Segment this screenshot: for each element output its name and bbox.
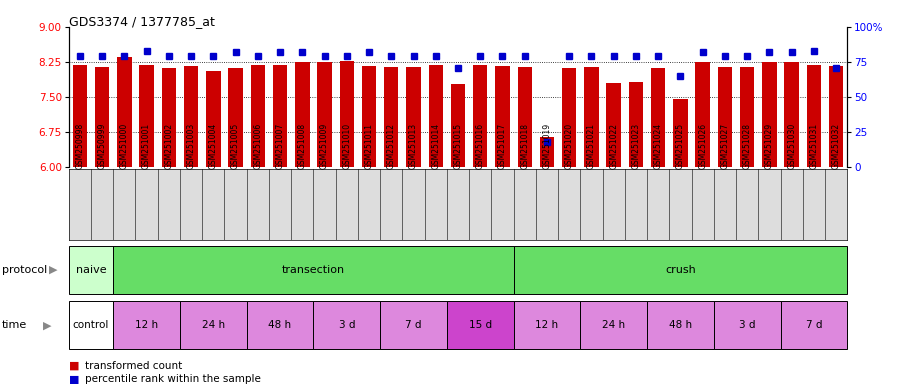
Text: 48 h: 48 h	[268, 320, 291, 331]
Bar	[251, 65, 265, 167]
Text: 3 d: 3 d	[739, 320, 756, 331]
Bar	[540, 137, 554, 167]
Bar	[673, 99, 688, 167]
Bar	[384, 67, 398, 167]
Bar	[496, 66, 509, 167]
Bar	[340, 61, 354, 167]
Bar	[114, 301, 180, 349]
Text: 48 h: 48 h	[669, 320, 692, 331]
Bar	[184, 66, 198, 167]
Bar	[714, 301, 780, 349]
Bar	[273, 65, 288, 167]
Bar	[628, 83, 643, 167]
Text: GDS3374 / 1377785_at: GDS3374 / 1377785_at	[69, 15, 214, 28]
Bar	[180, 301, 246, 349]
Text: 24 h: 24 h	[602, 320, 626, 331]
Bar	[447, 301, 514, 349]
Text: naive: naive	[76, 265, 106, 275]
Text: percentile rank within the sample: percentile rank within the sample	[85, 374, 261, 384]
Bar	[695, 62, 710, 167]
Bar	[518, 67, 532, 167]
Bar	[718, 66, 732, 167]
Text: 12 h: 12 h	[536, 320, 559, 331]
Bar	[581, 301, 647, 349]
Text: ■: ■	[69, 374, 79, 384]
Bar	[380, 301, 447, 349]
Bar	[362, 66, 376, 167]
Text: protocol: protocol	[2, 265, 47, 275]
Text: 12 h: 12 h	[135, 320, 158, 331]
Bar	[584, 67, 599, 167]
Text: ▶: ▶	[49, 265, 58, 275]
Bar	[473, 65, 487, 167]
Text: 3 d: 3 d	[339, 320, 355, 331]
Text: 7 d: 7 d	[405, 320, 421, 331]
Bar	[762, 62, 777, 167]
Bar	[139, 65, 154, 167]
Bar	[807, 65, 821, 167]
Bar	[317, 62, 332, 167]
Bar	[829, 66, 844, 167]
Bar	[69, 246, 114, 294]
Bar	[69, 301, 114, 349]
Bar	[117, 57, 132, 167]
Bar	[206, 71, 221, 167]
Bar	[295, 62, 310, 167]
Bar	[562, 68, 576, 167]
Text: crush: crush	[665, 265, 696, 275]
Text: 24 h: 24 h	[202, 320, 224, 331]
Bar	[651, 68, 665, 167]
Bar	[647, 301, 714, 349]
Bar	[407, 67, 420, 167]
Bar	[429, 65, 443, 167]
Text: ▶: ▶	[43, 320, 52, 331]
Text: 15 d: 15 d	[469, 320, 492, 331]
Bar	[114, 246, 514, 294]
Text: ■: ■	[69, 361, 79, 371]
Bar	[228, 68, 243, 167]
Bar	[246, 301, 313, 349]
Bar	[313, 301, 380, 349]
Bar	[784, 62, 799, 167]
Text: transformed count: transformed count	[85, 361, 182, 371]
Bar	[514, 246, 847, 294]
Text: transection: transection	[282, 265, 345, 275]
Bar	[161, 68, 176, 167]
Text: time: time	[2, 320, 27, 331]
Bar	[780, 301, 847, 349]
Bar	[514, 301, 581, 349]
Bar	[95, 67, 109, 167]
Bar	[451, 84, 465, 167]
Bar	[740, 67, 755, 167]
Text: 7 d: 7 d	[806, 320, 823, 331]
Bar	[72, 65, 87, 167]
Bar	[606, 83, 621, 167]
Text: control: control	[72, 320, 109, 331]
